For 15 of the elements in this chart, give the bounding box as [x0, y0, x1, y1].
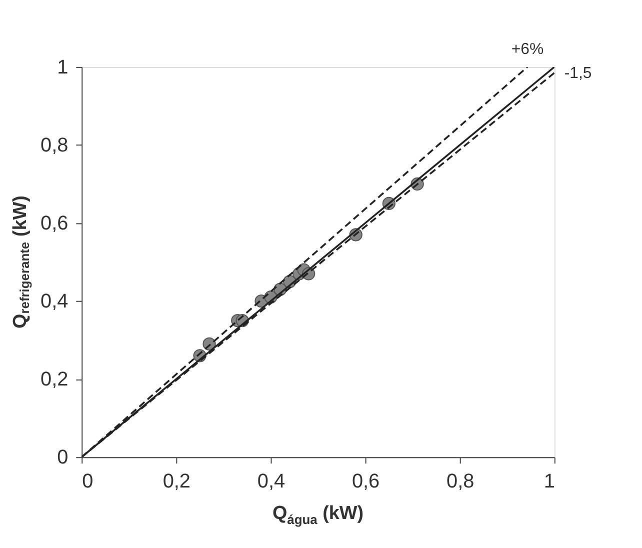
y-tick-label: 0 — [57, 446, 68, 469]
y-axis-title: Qrefrigerante (kW) — [10, 196, 32, 328]
y-tick-label: 0,2 — [40, 368, 68, 391]
x-tick-label: 1 — [544, 470, 555, 492]
y-tick-label: 0,6 — [40, 212, 68, 234]
y-tick-label: 1 — [57, 56, 68, 78]
x-tick-label: 0,6 — [352, 470, 380, 492]
y-tick-label: 0,4 — [40, 290, 68, 313]
x-tick-label: 0,8 — [446, 470, 474, 492]
series-label: -1,5 — [564, 64, 592, 82]
x-tick-label: 0,2 — [162, 470, 191, 492]
series-label: +6% — [511, 41, 544, 58]
x-tick-label: 0,4 — [257, 470, 286, 492]
y-tick-label: 0,8 — [40, 134, 68, 156]
x-tick-label: 0 — [82, 470, 94, 492]
